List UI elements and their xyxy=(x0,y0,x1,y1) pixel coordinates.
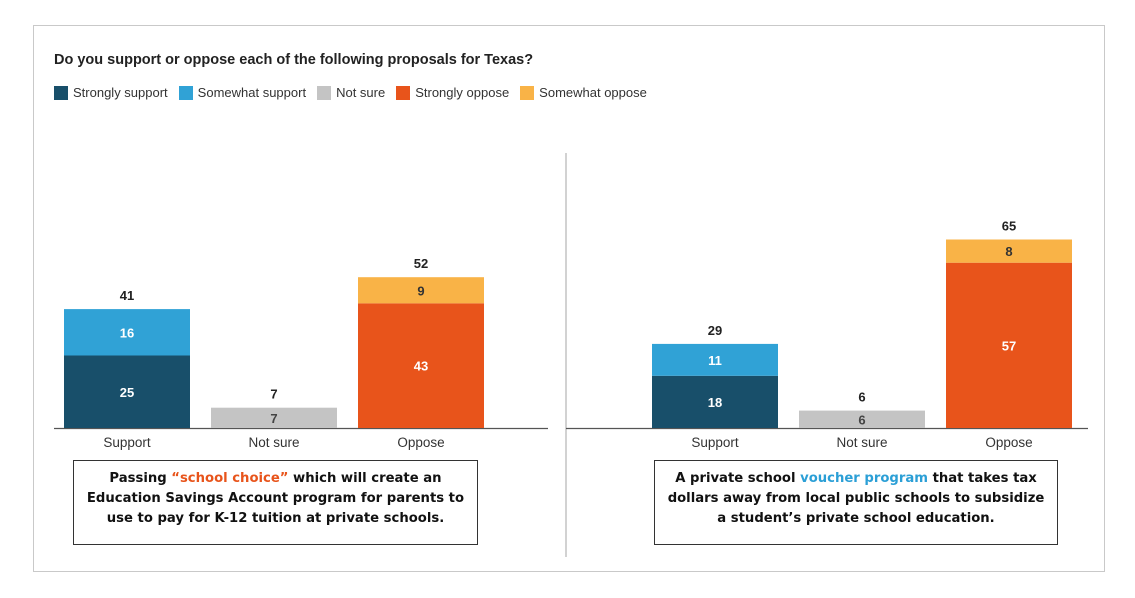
legend-label: Strongly oppose xyxy=(415,85,510,100)
legend-swatch xyxy=(520,85,535,100)
legend-item-not-sure: Not sure xyxy=(317,85,385,100)
legend-label: Strongly support xyxy=(73,85,168,100)
segment-value-label: 11 xyxy=(708,353,722,368)
bar-segment-strongly-support xyxy=(652,375,778,428)
bar-total-label: 52 xyxy=(414,256,428,271)
bar-segment-somewhat-support xyxy=(64,309,190,356)
legend-label: Somewhat oppose xyxy=(539,85,647,100)
legend-label: Somewhat support xyxy=(197,85,307,100)
segment-value-label: 25 xyxy=(120,385,134,400)
category-tick-label: Oppose xyxy=(397,435,444,450)
category-tick-label: Support xyxy=(103,435,151,450)
caption-voucher-program: A private school voucher program that ta… xyxy=(654,460,1058,545)
category-tick-label: Not sure xyxy=(836,435,887,450)
segment-value-label: 57 xyxy=(1002,338,1016,353)
segment-value-label: 7 xyxy=(270,411,277,426)
segment-value-label: 9 xyxy=(417,283,424,298)
bar-segment-somewhat-oppose xyxy=(946,239,1072,263)
caption-school-choice: Passing “school choice” which will creat… xyxy=(73,460,478,545)
category-tick-label: Oppose xyxy=(985,435,1032,450)
segment-value-label: 8 xyxy=(1005,244,1012,259)
bar-total-label: 6 xyxy=(858,390,865,405)
bar-total-label: 7 xyxy=(270,387,277,402)
category-tick-label: Support xyxy=(691,435,739,450)
legend-label: Not sure xyxy=(336,85,386,100)
legend-item-somewhat-oppose: Somewhat oppose xyxy=(520,85,647,100)
bar-total-label: 29 xyxy=(708,323,722,338)
segment-value-label: 6 xyxy=(858,412,865,427)
caption-right-before: A private school xyxy=(675,471,801,486)
caption-right-highlight: voucher program xyxy=(800,471,928,486)
legend-item-somewhat-support: Somewhat support xyxy=(178,85,307,100)
legend-swatch xyxy=(178,85,193,100)
caption-left-highlight: “school choice” xyxy=(171,471,289,486)
chart-title: Do you support or oppose each of the fol… xyxy=(54,52,534,68)
bar-segment-strongly-oppose xyxy=(358,303,484,428)
legend-item-strongly-oppose: Strongly oppose xyxy=(396,85,509,100)
bar-segment-not-sure xyxy=(211,407,337,428)
bar-segment-strongly-oppose xyxy=(946,262,1072,428)
category-tick-label: Not sure xyxy=(248,435,299,450)
bar-total-label: 41 xyxy=(120,288,134,303)
legend-swatch xyxy=(317,85,332,100)
caption-left-before: Passing xyxy=(109,471,172,486)
segment-value-label: 18 xyxy=(708,395,722,410)
legend-item-strongly-support: Strongly support xyxy=(54,85,168,100)
legend-swatch xyxy=(54,85,68,100)
bar-segment-strongly-support xyxy=(64,355,190,428)
segment-value-label: 43 xyxy=(414,359,428,374)
caption-right-after: that takes tax dollars away from local p… xyxy=(667,471,1045,526)
bar-segment-somewhat-oppose xyxy=(358,277,484,304)
legend: Strongly support Somewhat support Not sure… xyxy=(54,85,658,100)
bar-segment-not-sure xyxy=(799,410,925,428)
bar-segment-somewhat-support xyxy=(652,343,778,376)
caption-left-after: which will create an Education Savings A… xyxy=(86,471,465,526)
bar-total-label: 65 xyxy=(1002,219,1016,234)
legend-swatch xyxy=(396,85,411,100)
segment-value-label: 16 xyxy=(120,325,134,340)
